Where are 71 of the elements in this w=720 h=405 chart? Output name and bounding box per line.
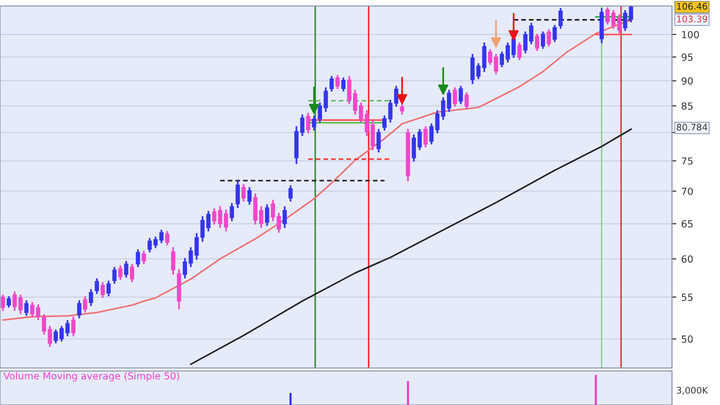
candlestick — [71, 316, 76, 336]
candlestick — [165, 231, 170, 246]
point — [308, 104, 320, 114]
candlestick — [376, 128, 381, 152]
candlestick — [130, 264, 134, 282]
candlestick — [224, 210, 228, 232]
candlestick — [0, 294, 6, 311]
candlestick — [312, 115, 316, 131]
candlestick — [458, 86, 463, 104]
text: 80.784 — [676, 124, 708, 131]
candlestick — [605, 7, 610, 24]
candlestick — [230, 203, 234, 222]
candlestick — [159, 230, 164, 244]
text: 103.39 — [677, 16, 708, 22]
y-tick-label: 55 — [682, 294, 693, 301]
y-tick-label: 85 — [682, 102, 693, 110]
y-tick-label: 75 — [682, 157, 693, 165]
candlestick — [341, 77, 346, 92]
candlestick — [552, 24, 557, 42]
text: 3,000K — [676, 386, 708, 395]
candlestick — [42, 314, 46, 335]
y-tick-label: 95 — [682, 53, 693, 61]
candlestick — [288, 185, 293, 202]
y-tick-label: 50 — [682, 335, 693, 343]
candlestick — [335, 75, 340, 89]
point — [508, 30, 519, 40]
candlestick — [558, 8, 563, 29]
candlestick — [6, 296, 11, 308]
candlestick — [282, 206, 287, 228]
candlestick — [136, 249, 140, 268]
candlestick — [452, 87, 458, 107]
candlestick — [330, 76, 334, 92]
y-tick-label: 100 — [682, 30, 699, 38]
candlestick — [124, 260, 128, 278]
candlestick — [206, 210, 210, 232]
candlestick — [534, 34, 540, 51]
candlestick — [118, 265, 122, 280]
candlestick — [77, 300, 82, 318]
y-tick-label: 60 — [682, 255, 693, 263]
candlestick — [241, 184, 246, 202]
candlestick — [517, 42, 522, 60]
candlestick — [94, 278, 99, 294]
candlestick — [112, 266, 117, 284]
y-tick-label: 70 — [682, 188, 693, 195]
candlestick — [65, 320, 70, 336]
candlestick — [236, 181, 240, 208]
candlestick — [106, 280, 111, 296]
point — [490, 37, 502, 48]
line-series — [190, 128, 632, 366]
candlestick — [48, 326, 52, 347]
text: 106.46 — [677, 2, 708, 10]
y-tick-label: 90 — [682, 77, 693, 85]
candlestick — [88, 289, 94, 306]
candlestick — [546, 29, 551, 46]
point — [438, 84, 448, 95]
candlestick — [470, 54, 475, 84]
candlestick — [423, 126, 428, 148]
candlestick — [83, 296, 88, 313]
candlestick — [24, 300, 29, 316]
candlestick — [171, 247, 176, 275]
candlestick — [142, 250, 146, 264]
candlestick — [358, 102, 364, 122]
point — [397, 94, 408, 104]
candlestick — [264, 204, 270, 226]
candlestick — [464, 92, 469, 110]
candlestick — [540, 31, 546, 49]
candlestick — [100, 282, 105, 298]
y-tick-label: 65 — [682, 220, 693, 228]
chart-title: Volume Moving average (Simple 50) — [3, 372, 180, 382]
candlestick — [247, 187, 252, 205]
candlestick — [306, 112, 310, 134]
